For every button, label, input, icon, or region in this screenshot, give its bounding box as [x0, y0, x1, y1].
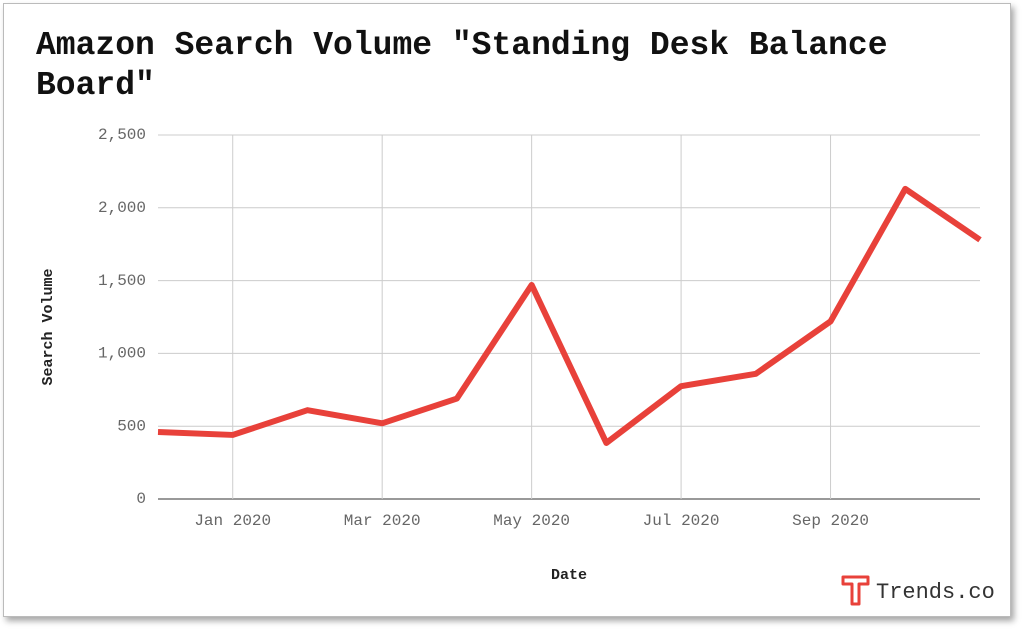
y-tick-label: 1,500: [98, 272, 146, 290]
y-tick-label: 0: [136, 490, 146, 508]
logo-icon: [841, 575, 870, 606]
chart-frame: [3, 3, 1011, 617]
y-tick-label: 2,500: [98, 126, 146, 144]
x-tick-label: May 2020: [493, 512, 570, 530]
y-tick-label: 500: [117, 417, 146, 435]
x-tick-label: Mar 2020: [344, 512, 421, 530]
y-axis-label: Search Volume: [40, 268, 57, 385]
x-tick-label: Sep 2020: [792, 512, 869, 530]
data-line: [157, 185, 982, 446]
y-tick-label: 1,000: [98, 345, 146, 363]
chart-title: Amazon Search Volume "Standing Desk Bala…: [36, 27, 888, 104]
x-axis-label: Date: [551, 567, 587, 584]
x-tick-label: Jul 2020: [643, 512, 720, 530]
y-tick-label: 2,000: [98, 199, 146, 217]
logo-text: Trends.co: [876, 580, 995, 605]
x-tick-label: Jan 2020: [194, 512, 271, 530]
